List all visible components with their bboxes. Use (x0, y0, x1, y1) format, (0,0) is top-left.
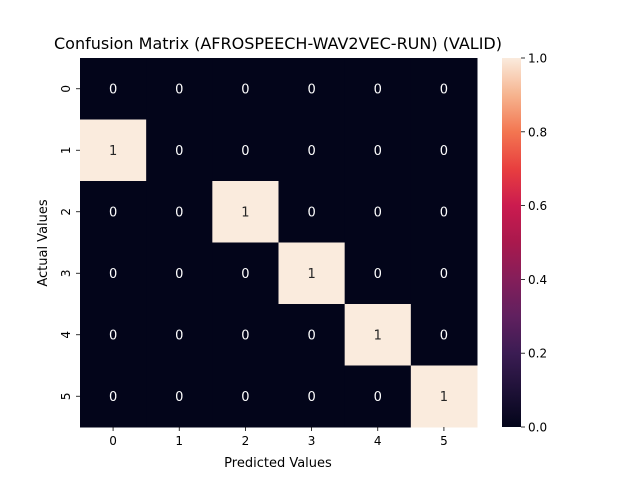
y-tick-label: 4 (59, 331, 73, 339)
cell-value-label: 0 (175, 390, 183, 405)
heatmap-cell (80, 58, 147, 120)
heatmap-cell (278, 242, 346, 305)
cell-value-label: 1 (109, 144, 117, 159)
y-tick-label: 5 (59, 392, 73, 400)
heatmap-cell (278, 304, 346, 366)
heatmap-cell (344, 119, 412, 182)
y-tick-label: 0 (59, 85, 73, 93)
y-tick-label: 1 (59, 146, 73, 154)
heatmap-cell (410, 304, 478, 366)
heatmap-cell (278, 181, 346, 243)
cell-value-label: 0 (307, 144, 315, 159)
heatmap-cell (146, 181, 213, 243)
heatmap-cell (146, 119, 213, 182)
cell-value-label: 0 (109, 205, 117, 220)
heatmap-cell (278, 58, 346, 120)
heatmap-cell (146, 242, 213, 305)
cell-value-label: 0 (241, 144, 249, 159)
colorbar-tick-label: 1.0 (528, 52, 547, 66)
cell-value-label: 1 (440, 390, 448, 405)
heatmap-cell (80, 304, 147, 366)
colorbar-tick-label: 0.6 (528, 199, 547, 213)
colorbar-tick-label: 0.4 (528, 273, 547, 287)
cell-value-label: 0 (109, 390, 117, 405)
heatmap-cell (146, 304, 213, 366)
cell-value-label: 0 (241, 82, 249, 97)
cell-value-label: 0 (307, 328, 315, 343)
y-axis-label: Actual Values (36, 199, 51, 287)
x-axis-label: Predicted Values (224, 456, 332, 471)
y-tick-label: 2 (59, 208, 73, 216)
heatmap-cell (80, 119, 147, 182)
y-tick-label: 3 (59, 269, 73, 277)
cell-value-label: 0 (109, 82, 117, 97)
heatmap-cell (410, 242, 478, 305)
heatmap-cell (344, 242, 412, 305)
cell-value-label: 1 (307, 267, 315, 282)
chart-title: Confusion Matrix (AFROSPEECH-WAV2VEC-RUN… (54, 34, 502, 53)
heatmap-cell (212, 181, 279, 243)
y-axis-ticks: 0 1 2 3 4 5 (59, 85, 80, 400)
cell-value-label: 0 (175, 267, 183, 282)
x-tick-label: 4 (374, 434, 382, 448)
heatmap-cell (146, 58, 213, 120)
x-tick-label: 2 (242, 434, 250, 448)
heatmap-cell (278, 119, 346, 182)
cell-value-label: 0 (307, 390, 315, 405)
heatmap-cell (212, 58, 279, 120)
cell-value-label: 0 (440, 82, 448, 97)
cell-value-label: 1 (374, 328, 382, 343)
heatmap-cell (344, 365, 412, 428)
x-tick-label: 1 (175, 434, 183, 448)
colorbar-ticks: 0.0 0.2 0.4 0.6 0.8 1.0 (521, 52, 547, 435)
heatmap-cell (410, 58, 478, 120)
heatmap-cell (80, 181, 147, 243)
cell-value-label: 0 (175, 205, 183, 220)
cell-value-label: 0 (440, 144, 448, 159)
x-tick-label: 5 (440, 434, 448, 448)
cell-value-label: 0 (307, 82, 315, 97)
heatmap-cell (212, 242, 279, 305)
cell-value-label: 0 (175, 82, 183, 97)
heatmap-cell (80, 242, 147, 305)
heatmap-cell (410, 119, 478, 182)
colorbar-tick-label: 0.8 (528, 125, 547, 139)
cell-value-label: 0 (175, 328, 183, 343)
cell-value-label: 0 (374, 144, 382, 159)
cell-value-label: 0 (175, 144, 183, 159)
heatmap-cell (344, 58, 412, 120)
cell-value-label: 0 (440, 267, 448, 282)
heatmap-cell (410, 365, 478, 428)
x-axis-ticks: 0 1 2 3 4 5 (109, 427, 448, 448)
x-tick-label: 3 (308, 434, 316, 448)
cell-value-label: 0 (109, 328, 117, 343)
cell-value-label: 1 (241, 205, 249, 220)
colorbar-tick-label: 0.0 (528, 421, 547, 435)
cell-value-label: 0 (241, 328, 249, 343)
cell-value-label: 0 (307, 205, 315, 220)
cell-value-label: 0 (374, 82, 382, 97)
cell-value-label: 0 (241, 390, 249, 405)
heatmap-cell (212, 304, 279, 366)
heatmap-cell (212, 119, 279, 182)
colorbar (502, 58, 521, 427)
heatmap-cell (344, 181, 412, 243)
cell-value-label: 0 (374, 267, 382, 282)
heatmap-cells: 0 0 0 0 0 0 1 0 0 0 0 0 0 0 1 0 0 0 0 0 0 1 0 0 0 0 0 0 1 0 0 0 0 0 0 1 (80, 58, 478, 428)
x-tick-label: 0 (109, 434, 117, 448)
heatmap-cell (146, 365, 213, 428)
cell-value-label: 0 (440, 205, 448, 220)
heatmap-cell (410, 181, 478, 243)
cell-value-label: 0 (109, 267, 117, 282)
heatmap-cell (344, 304, 412, 366)
cell-value-label: 0 (241, 267, 249, 282)
cell-value-label: 0 (374, 205, 382, 220)
colorbar-tick-label: 0.2 (528, 347, 547, 361)
cell-value-label: 0 (440, 328, 448, 343)
cell-value-label: 0 (374, 390, 382, 405)
heatmap-cell (278, 365, 346, 428)
heatmap-cell (212, 365, 279, 428)
heatmap-cell (80, 365, 147, 428)
